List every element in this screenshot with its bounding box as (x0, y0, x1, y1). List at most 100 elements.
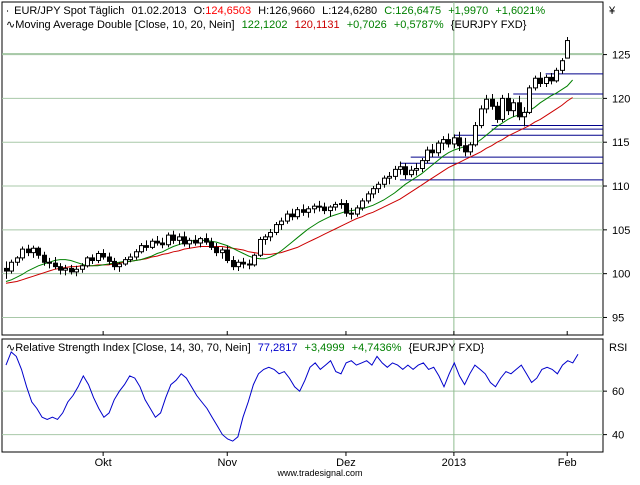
candle-body (463, 145, 468, 153)
candle (511, 99, 516, 117)
candle (344, 200, 349, 217)
candle-body (123, 259, 128, 265)
candle-body (349, 212, 354, 215)
x-tick-label: 2013 (442, 457, 466, 469)
rsi-source: {EURJPY FXD} (409, 342, 485, 354)
rsi-line-group (5, 351, 579, 442)
candle (339, 199, 344, 209)
x-axis-ticks: Okt Nov Dez 2013 Feb (95, 331, 577, 469)
candle (231, 256, 236, 271)
candle-body (306, 208, 311, 213)
rsi-header: ∿Relative Strength Index [Close, 14, 30,… (6, 342, 485, 354)
candle-body (53, 262, 58, 268)
candle (252, 253, 257, 267)
rsi-line-icon: ∿ (6, 342, 15, 354)
candle-body (247, 263, 252, 266)
candle (96, 250, 101, 264)
candle-body (69, 267, 74, 273)
candle-body (85, 257, 90, 267)
candle (366, 191, 371, 204)
candle (274, 221, 279, 236)
candle (150, 238, 155, 250)
candle (20, 246, 25, 261)
candle (42, 251, 47, 266)
candle (306, 206, 311, 218)
candle-body (290, 213, 295, 218)
candle-body (479, 108, 484, 127)
candle (31, 245, 36, 258)
candle-body (47, 261, 52, 264)
candle (69, 264, 74, 275)
high-value: 126,9660 (269, 5, 315, 17)
x-tick-label: Feb (558, 457, 577, 469)
candle-body (484, 98, 489, 110)
candle (468, 142, 473, 156)
candle (117, 262, 122, 272)
candle (85, 256, 90, 268)
rsi-line (5, 351, 579, 442)
candle-body (473, 125, 478, 146)
candle (295, 207, 300, 220)
candle-body (560, 60, 565, 71)
ma-name: Moving Average Double [Close, 10, 20, Ne… (15, 19, 234, 31)
candle-body (554, 69, 559, 82)
candle (355, 205, 360, 217)
candle-body (31, 247, 36, 254)
candle-body (328, 206, 333, 212)
candle (285, 210, 290, 224)
candle-body (274, 224, 279, 233)
candle-body (420, 160, 425, 170)
collapse-icon[interactable]: ∙ (6, 5, 9, 17)
candle-body (301, 209, 306, 213)
candle (527, 85, 532, 115)
candle-body (506, 97, 511, 112)
candle (473, 122, 478, 147)
candle-body (117, 263, 122, 268)
high-label: H: (258, 5, 269, 17)
candle (4, 261, 9, 279)
candle (258, 236, 263, 258)
candle-body (220, 249, 225, 254)
candle (436, 140, 441, 157)
candle-body (279, 220, 284, 226)
rsi-change-pct: +4,7436% (352, 342, 402, 354)
candles (4, 37, 570, 279)
candle-body (490, 98, 495, 107)
candle-body (171, 234, 176, 241)
candle-body (182, 236, 187, 245)
candle (506, 93, 511, 116)
candle-body (430, 149, 435, 154)
price-tick-label: 100 (612, 269, 630, 281)
candle (166, 232, 171, 248)
candle (290, 208, 295, 221)
candle-body (344, 203, 349, 214)
candle (484, 94, 489, 114)
candle (414, 163, 419, 176)
candle (430, 143, 435, 158)
candle-body (214, 246, 219, 254)
candle (371, 186, 376, 199)
candle-body (150, 240, 155, 248)
candle-body (96, 253, 101, 262)
candle (322, 202, 327, 215)
candle (139, 242, 144, 254)
candle-body (511, 102, 516, 112)
candle-body (225, 249, 230, 262)
candle-body (285, 213, 290, 222)
candle-body (90, 257, 95, 262)
candle-body (252, 254, 257, 266)
candle (441, 136, 446, 151)
candle-body (177, 236, 182, 241)
candle (420, 157, 425, 173)
candle (63, 264, 68, 276)
candle (155, 235, 160, 246)
candle-body (549, 76, 554, 82)
candle (171, 230, 176, 244)
candle-body (128, 256, 133, 261)
ma-fast-value: 122,1202 (242, 19, 288, 31)
candle-body (322, 206, 327, 212)
price-tick-label: 125 (612, 50, 630, 62)
ma-header: ∿Moving Average Double [Close, 10, 20, N… (6, 19, 527, 31)
candle-body (495, 105, 500, 120)
candle (301, 204, 306, 216)
